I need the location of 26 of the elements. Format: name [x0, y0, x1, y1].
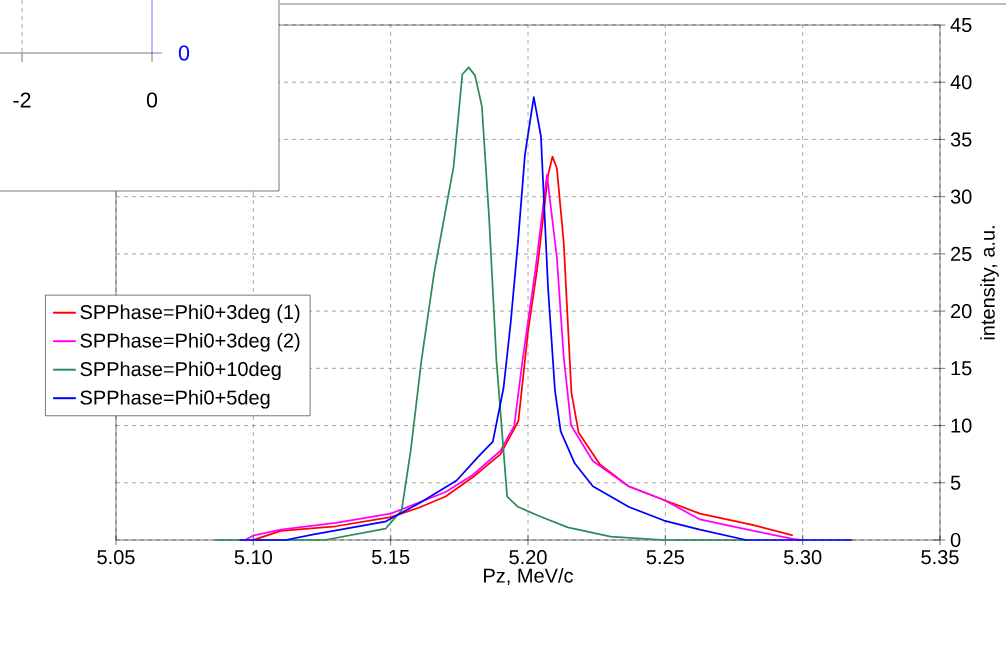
x-tick-label: 5.15 — [372, 550, 410, 564]
x-tick-label: 5.10 — [234, 550, 272, 565]
y-tick-label: 30 — [950, 189, 972, 204]
x-tick-label: 5.35 — [921, 550, 959, 565]
y-tick-label: 0 — [950, 532, 961, 548]
y-tick-label: 15 — [951, 361, 972, 376]
y-tick-label: 20 — [951, 304, 972, 319]
y-tick-label: 5 — [950, 475, 961, 490]
y-tick-label: 35 — [950, 132, 972, 147]
x-tick-label: 5.25 — [646, 550, 684, 565]
annotation: 0 — [146, 92, 158, 108]
y-tick-label: 45 — [950, 18, 972, 32]
y-axis-title: intensity, a.u. — [980, 226, 999, 340]
x-tick-label: 5.30 — [784, 550, 822, 565]
y-tick-label: 10 — [951, 418, 972, 433]
legend-label: SPPhase=Phi0+3deg (1) — [80, 304, 300, 324]
x-axis-title: Pz, MeV/c — [484, 568, 574, 586]
y-tick-label: 40 — [950, 75, 972, 90]
x-tick-label: 5.05 — [97, 550, 135, 565]
x-tick-label: 5.20 — [509, 550, 547, 565]
legend-label: SPPhase=Phi0+10deg — [80, 361, 281, 381]
y-tick-label: 25 — [951, 246, 972, 261]
legend-label: SPPhase=Phi0+5deg — [80, 389, 270, 409]
annotation: 0 — [178, 45, 190, 61]
text: -2 — [13, 92, 31, 108]
legend-label: SPPhase=Phi0+3deg (2) — [80, 332, 300, 352]
